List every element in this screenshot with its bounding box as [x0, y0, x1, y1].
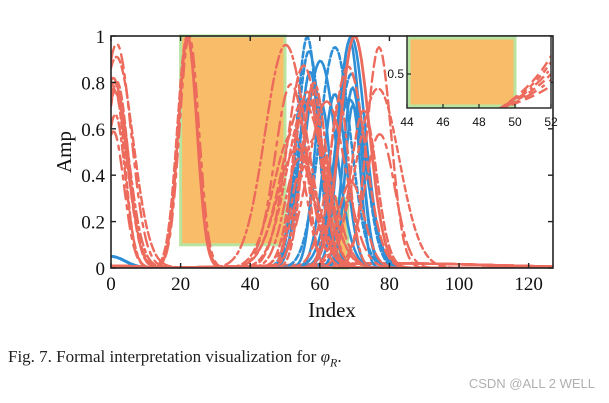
- watermark-text: CSDN @ALL 2 WELL: [468, 376, 595, 391]
- red-curve-peak70: [111, 36, 553, 268]
- figure-caption: Fig. 7. Formal interpretation visualizat…: [8, 347, 342, 370]
- y-tick-label: 1: [96, 27, 106, 48]
- y-tick-label: 0.2: [81, 213, 105, 234]
- y-tick-label: 0.4: [81, 166, 105, 187]
- y-tick-label: 0.8: [81, 73, 105, 94]
- blue-curve-0: [111, 46, 553, 268]
- blue-curve-8: [111, 98, 553, 268]
- x-axis-label: Index: [308, 298, 356, 322]
- inset-red-curve: [497, 55, 551, 108]
- caption-suffix: .: [337, 347, 342, 366]
- x-tick-label: 80: [380, 274, 399, 295]
- x-tick-label: 100: [445, 274, 474, 295]
- x-tick-label: 120: [514, 274, 543, 295]
- y-tick-label: 0: [96, 259, 106, 280]
- blue-curve-7: [111, 103, 553, 268]
- y-tick-label: 0.6: [81, 120, 105, 141]
- chart-figure: 0 20 40 60 80 100 120 0 0.2 0.4 0.6 0.8 1 Index Amp 44 4…: [52, 27, 558, 322]
- caption-prefix: Fig. 7. Formal interpretation visualizat…: [8, 347, 321, 366]
- blue-curve-13: [111, 38, 553, 268]
- x-tick-label: 60: [310, 274, 329, 295]
- red-curve-cluster-10: [111, 64, 553, 268]
- y-axis-label: Amp: [52, 131, 76, 173]
- x-tick-label: 40: [241, 274, 260, 295]
- caption-symbol: φ: [320, 347, 330, 366]
- inset-x-tick-label: 44: [400, 115, 414, 129]
- inset-highlight-region: [407, 36, 517, 108]
- red-curve-peak22-2: [111, 36, 553, 268]
- inset-chart: 44 46 48 50 52 0.5: [387, 35, 558, 129]
- caption-subscript: R: [329, 355, 338, 370]
- inset-x-tick-label: 52: [544, 115, 558, 129]
- x-tick-label: 20: [171, 274, 190, 295]
- inset-y-tick-label: 0.5: [387, 67, 404, 81]
- inset-x-tick-label: 50: [508, 115, 522, 129]
- tick-group: 0 20 40 60 80 100 120 0 0.2 0.4 0.6 0.8 1: [81, 27, 553, 295]
- inset-x-tick-label: 48: [472, 115, 486, 129]
- blue-curve-2: [111, 93, 553, 268]
- highlight-region-0: [179, 34, 287, 247]
- axes-frame: [110, 35, 554, 269]
- inset-x-tick-label: 46: [436, 115, 450, 129]
- x-tick-label: 0: [106, 274, 116, 295]
